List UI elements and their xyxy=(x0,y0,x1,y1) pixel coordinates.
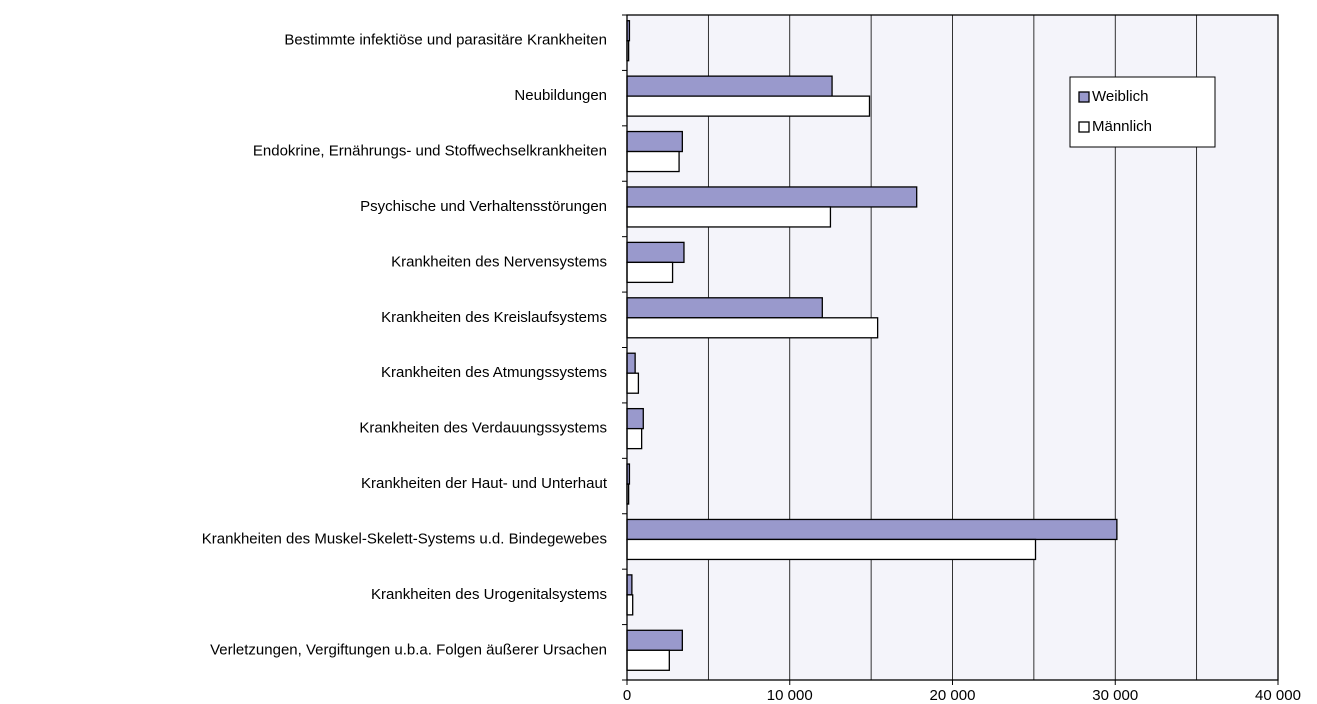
y-tick-label: Krankheiten des Kreislaufsystems xyxy=(381,309,607,326)
bar xyxy=(626,297,823,319)
bar xyxy=(626,75,833,97)
x-tick-label: 10 000 xyxy=(767,687,813,704)
bar xyxy=(626,574,633,596)
x-tick-label: 40 000 xyxy=(1255,687,1301,704)
bar xyxy=(626,186,918,208)
bar xyxy=(626,206,832,228)
y-tick-label: Neubildungen xyxy=(514,87,607,104)
bar xyxy=(626,407,644,430)
bar xyxy=(626,594,634,616)
y-tick-label: Endokrine, Ernährungs- und Stoffwechselk… xyxy=(253,143,607,160)
bar xyxy=(626,150,680,173)
y-tick-label: Bestimmte infektiöse und parasitäre Kran… xyxy=(284,32,607,49)
plot-border xyxy=(626,14,1279,681)
legend-swatch xyxy=(1078,121,1090,133)
y-tick-label: Krankheiten des Verdauungssystems xyxy=(359,420,607,437)
x-tick-label: 30 000 xyxy=(1092,687,1138,704)
y-tick-label: Verletzungen, Vergiftungen u.b.a. Folgen… xyxy=(210,641,607,658)
bar xyxy=(626,629,683,651)
bar xyxy=(626,130,683,153)
x-tick-label: 20 000 xyxy=(930,687,976,704)
y-tick-label: Krankheiten des Nervensystems xyxy=(391,253,607,270)
bar xyxy=(626,95,871,117)
bar xyxy=(626,427,643,450)
bar xyxy=(626,317,879,339)
y-tick-label: Krankheiten des Muskel-Skelett-Systems u… xyxy=(202,530,607,547)
legend-box xyxy=(1069,76,1216,148)
x-tick-label: 0 xyxy=(623,687,631,704)
bar xyxy=(626,241,685,264)
y-tick-label: Krankheiten der Haut- und Unterhaut xyxy=(361,475,608,492)
bar xyxy=(626,538,1037,561)
y-tick-label: Psychische und Verhaltensstörungen xyxy=(360,198,607,215)
legend-label: Männlich xyxy=(1092,118,1152,135)
bar xyxy=(626,261,674,284)
legend-label: Weiblich xyxy=(1092,88,1148,105)
y-tick-label: Krankheiten des Urogenitalsystems xyxy=(371,586,607,603)
bar xyxy=(626,649,670,671)
bar xyxy=(626,352,636,374)
bar xyxy=(626,372,640,394)
bar xyxy=(626,518,1118,541)
y-tick-label: Krankheiten des Atmungssystems xyxy=(381,364,607,381)
legend-swatch xyxy=(1078,91,1090,103)
